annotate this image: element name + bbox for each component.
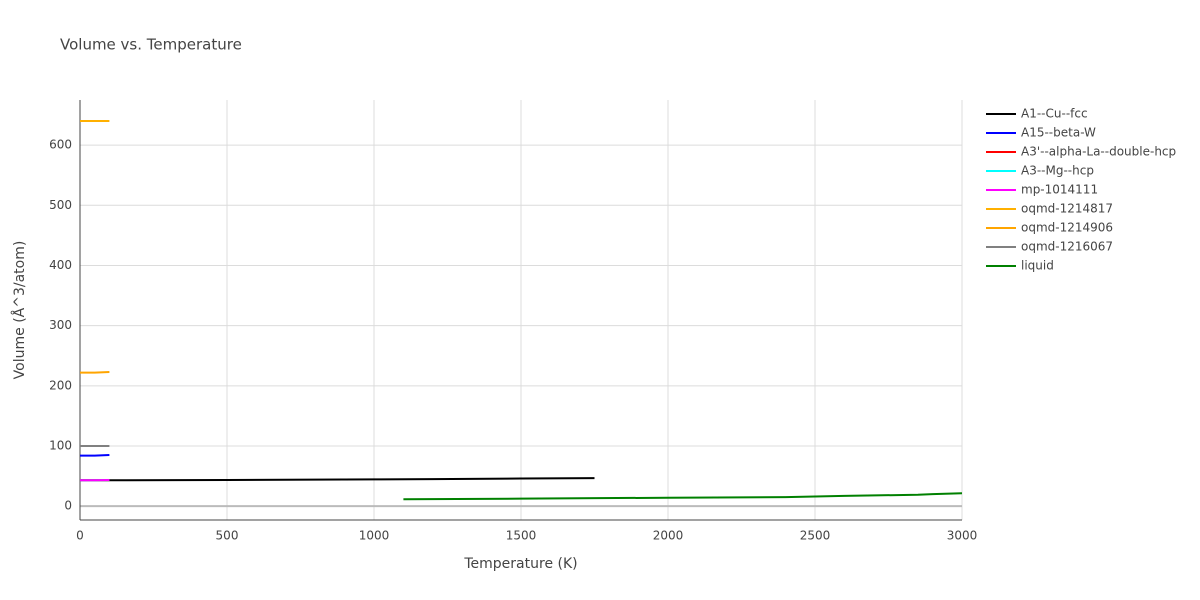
y-tick-label: 600 bbox=[49, 138, 72, 152]
x-tick-label: 1000 bbox=[359, 529, 390, 543]
series-line bbox=[80, 454, 110, 457]
legend-label: oqmd-1214817 bbox=[1021, 202, 1113, 216]
x-tick-label: 2000 bbox=[653, 529, 684, 543]
legend-label: oqmd-1214906 bbox=[1021, 221, 1113, 235]
legend-label: liquid bbox=[1021, 259, 1054, 273]
legend-label: A15--beta-W bbox=[1021, 126, 1096, 140]
x-tick-label: 500 bbox=[216, 529, 239, 543]
y-tick-label: 400 bbox=[49, 258, 72, 272]
x-tick-label: 1500 bbox=[506, 529, 537, 543]
chart-title: Volume vs. Temperature bbox=[60, 36, 242, 54]
y-tick-label: 200 bbox=[49, 378, 72, 392]
series-line bbox=[79, 477, 595, 482]
x-tick-label: 0 bbox=[76, 529, 84, 543]
x-tick-label: 3000 bbox=[947, 529, 978, 543]
series-line bbox=[403, 492, 963, 501]
legend-label: A3'--alpha-La--double-hcp bbox=[1021, 145, 1176, 159]
legend-label: oqmd-1216067 bbox=[1021, 240, 1113, 254]
legend-label: mp-1014111 bbox=[1021, 183, 1098, 197]
y-tick-label: 100 bbox=[49, 438, 72, 452]
y-tick-label: 500 bbox=[49, 198, 72, 212]
series-line bbox=[80, 370, 110, 374]
x-axis-title: Temperature (K) bbox=[463, 556, 577, 572]
y-axis-title: Volume (Å^3/atom) bbox=[11, 241, 28, 380]
y-tick-label: 300 bbox=[49, 318, 72, 332]
legend-label: A3--Mg--hcp bbox=[1021, 164, 1094, 178]
legend-label: A1--Cu--fcc bbox=[1021, 107, 1088, 121]
y-tick-label: 0 bbox=[64, 499, 72, 513]
x-tick-label: 2500 bbox=[800, 529, 831, 543]
